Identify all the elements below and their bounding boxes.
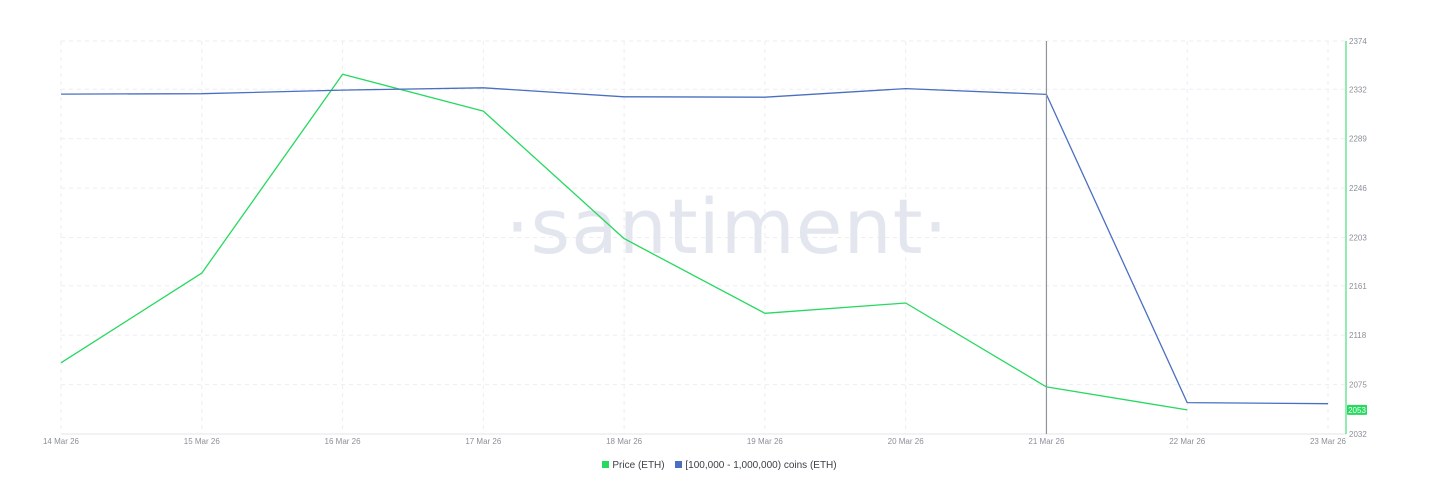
- santiment-watermark: ·santiment·: [505, 182, 948, 271]
- y-axis-ticks: 2374 2332 2289 2246 2203 2161 2118 2075 2032: [1349, 37, 1367, 439]
- x-tick-label: 16 Mar 26: [325, 437, 362, 446]
- legend-label-holders: [100,000 - 1,000,000) coins (ETH): [685, 460, 837, 471]
- y-tick-label: 2289: [1349, 135, 1367, 144]
- y-tick-label: 2374: [1349, 37, 1367, 46]
- legend-item-holders[interactable]: [100,000 - 1,000,000) coins (ETH): [675, 460, 837, 471]
- legend-swatch-price: [602, 461, 610, 468]
- x-tick-label: 19 Mar 26: [747, 437, 784, 446]
- legend: Price (ETH) [100,000 - 1,000,000) coins …: [0, 460, 1439, 471]
- axis-lines: [61, 41, 1347, 435]
- y-tick-label: 2075: [1349, 381, 1367, 390]
- y-tick-label: 2161: [1349, 282, 1367, 291]
- x-tick-label: 17 Mar 26: [465, 437, 502, 446]
- chart-area[interactable]: ·santiment· 14 Mar 26 15 Mar 26 16 Mar 26 1…: [0, 0, 1439, 460]
- x-tick-label: 15 Mar 26: [184, 437, 221, 446]
- x-tick-label: 14 Mar 26: [43, 437, 80, 446]
- x-tick-label: 23 Mar 26: [1310, 437, 1347, 446]
- y-tick-label: 2246: [1349, 184, 1367, 193]
- y-tick-label: 2032: [1349, 430, 1367, 439]
- legend-label-price: Price (ETH): [612, 460, 665, 471]
- x-tick-label: 18 Mar 26: [606, 437, 643, 446]
- legend-item-price[interactable]: Price (ETH): [602, 460, 665, 471]
- x-tick-label: 21 Mar 26: [1028, 437, 1065, 446]
- series-lines: [60, 73, 1329, 411]
- y-tick-label: 2203: [1349, 234, 1367, 243]
- x-axis-ticks: 14 Mar 26 15 Mar 26 16 Mar 26 17 Mar 26 18 M…: [43, 437, 1347, 446]
- current-value-text: 2053: [1348, 406, 1366, 415]
- current-value-badge: 2053: [1347, 404, 1367, 415]
- legend-swatch-holders: [675, 461, 683, 468]
- x-tick-label: 22 Mar 26: [1169, 437, 1206, 446]
- y-tick-label: 2118: [1349, 331, 1367, 340]
- holders-line: [60, 87, 1329, 405]
- x-tick-label: 20 Mar 26: [888, 437, 925, 446]
- y-tick-label: 2332: [1349, 85, 1367, 94]
- current-value-badge-bg: [1347, 404, 1367, 415]
